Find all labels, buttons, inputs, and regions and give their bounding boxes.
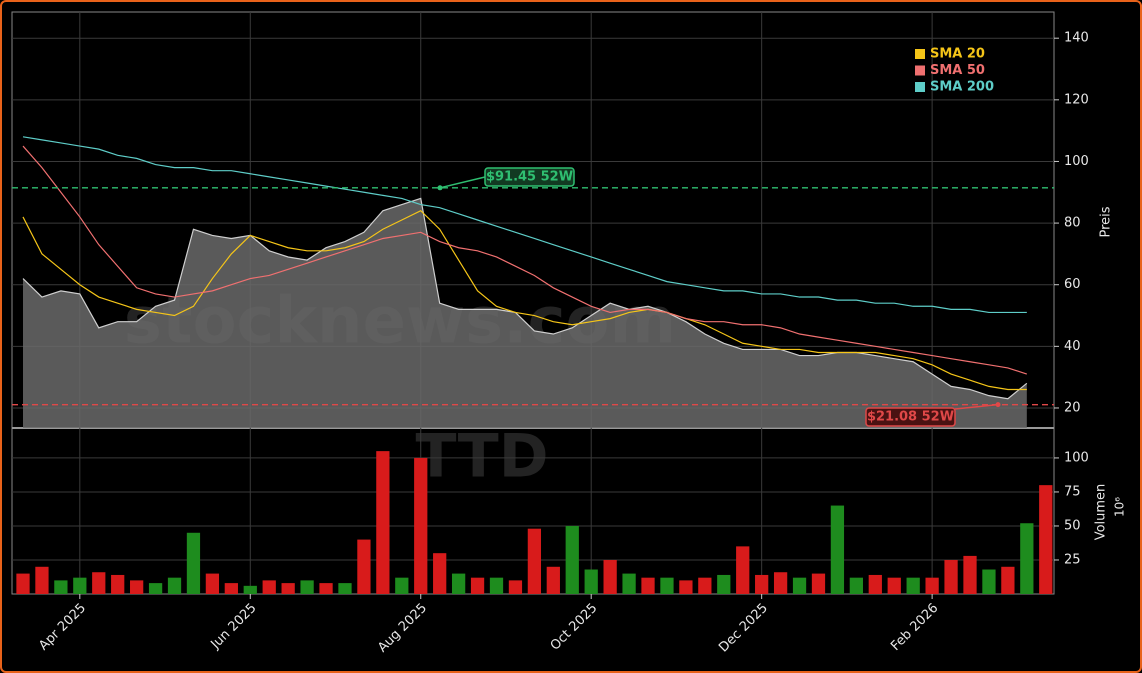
y-tick-label: 120: [1064, 92, 1089, 107]
volume-bar: [963, 555, 977, 594]
volume-bar: [414, 457, 428, 594]
legend-label: SMA 200: [930, 80, 994, 95]
volume-bar: [224, 583, 238, 594]
legend-label: SMA 20: [930, 47, 985, 62]
annotation-box: [865, 407, 956, 427]
sma-line: [22, 210, 1027, 391]
volume-bar: [489, 577, 504, 594]
y-tick-label: 60: [1064, 277, 1081, 292]
volume-bar: [1001, 566, 1015, 594]
y-axis-label: Preis: [1099, 206, 1114, 237]
volume-bar: [584, 569, 598, 594]
volume-bar: [433, 553, 447, 594]
volume-bar: [925, 577, 939, 594]
volume-bar: [830, 505, 845, 594]
volume-bar: [660, 577, 674, 594]
volume-bar: [148, 583, 163, 594]
volume-bar: [111, 574, 125, 594]
volume-bar: [186, 532, 201, 594]
volume-bar: [565, 525, 579, 594]
y-tick-label: 140: [1064, 31, 1089, 46]
volume-bar: [1039, 485, 1053, 594]
price-area: [23, 198, 1027, 428]
volume-bar: [982, 569, 996, 594]
volume-bar: [35, 566, 49, 594]
volume-bar: [603, 559, 617, 594]
volume-bar: [1020, 523, 1034, 594]
sma-line: [22, 136, 1027, 314]
volume-bar: [906, 577, 920, 594]
volume-bar: [717, 574, 731, 594]
axis-scale-label: 10⁶: [1113, 497, 1127, 517]
volume-bar: [451, 573, 466, 594]
volume-bar: [811, 573, 826, 594]
volume-bar: [527, 528, 542, 594]
volume-bar: [679, 580, 693, 594]
legend-swatch: [915, 82, 925, 92]
arrow-head: [995, 402, 1001, 408]
volume-bar: [357, 539, 371, 594]
annotation-label: $91.45 52W: [486, 170, 573, 185]
volume-bar: [944, 559, 958, 594]
volume-bar: [73, 577, 87, 594]
annotation-arrow: [439, 176, 486, 189]
volume-bar: [792, 577, 807, 594]
volume-bar: [773, 572, 788, 594]
y-tick-label: 20: [1064, 400, 1081, 415]
y-tick-label: 25: [1064, 552, 1081, 567]
volume-bar: [16, 573, 30, 594]
x-tick-label: Dec 2025: [716, 601, 771, 656]
y-tick-label: 75: [1064, 484, 1081, 499]
volume-bar: [470, 577, 485, 594]
volume-bar: [546, 566, 560, 594]
volume-bar: [736, 546, 750, 594]
x-tick-label: Oct 2025: [548, 601, 601, 654]
volume-bar: [868, 574, 882, 594]
volume-bar: [641, 577, 655, 594]
y-tick-label: 100: [1064, 450, 1089, 465]
sma-line: [22, 145, 1028, 375]
y-tick-label: 40: [1064, 339, 1081, 354]
volume-bar: [755, 574, 769, 594]
volume-bar: [167, 577, 182, 594]
volume-bar: [243, 585, 257, 594]
annotation-label: $21.08 52W: [867, 410, 954, 425]
volume-bar: [130, 580, 144, 594]
legend-swatch: [915, 49, 925, 59]
volume-bar: [395, 577, 409, 594]
legend-swatch: [915, 65, 925, 76]
annotation-arrow: [954, 403, 999, 410]
y-axis-label: Volumen: [1094, 484, 1109, 541]
volume-bar: [281, 583, 295, 594]
y-tick-label: 100: [1064, 154, 1089, 169]
volume-bar: [887, 577, 901, 594]
x-tick-label: Feb 2026: [888, 601, 941, 654]
x-tick-label: Jun 2025: [208, 601, 260, 653]
volume-bar: [319, 583, 333, 594]
y-tick-label: 50: [1064, 518, 1081, 533]
volume-bar: [849, 577, 863, 594]
x-tick-label: Apr 2025: [36, 601, 89, 654]
volume-bar: [300, 580, 314, 594]
y-tick-label: 80: [1064, 216, 1081, 231]
volume-bar: [376, 451, 390, 594]
volume-bar: [698, 577, 712, 594]
volume-bar: [92, 572, 106, 594]
x-tick-label: Aug 2025: [375, 601, 430, 656]
watermark: TTD: [415, 422, 548, 492]
arrow-head: [437, 185, 443, 191]
volume-bar: [622, 573, 636, 594]
volume-bar: [54, 580, 68, 594]
volume-bar: [338, 583, 352, 594]
legend-label: SMA 50: [930, 63, 985, 78]
volume-bar: [508, 580, 523, 594]
volume-bar: [262, 580, 276, 594]
volume-bar: [205, 573, 220, 594]
